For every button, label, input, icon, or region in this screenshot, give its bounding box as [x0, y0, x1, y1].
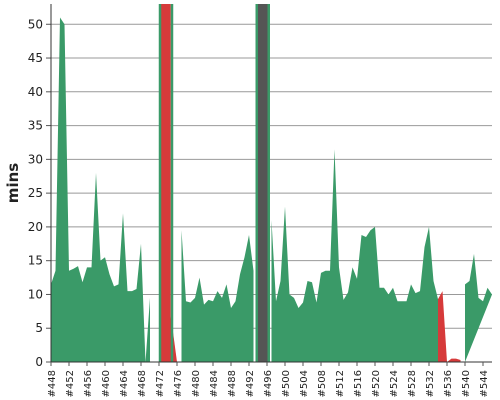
y-tick-label: 10 [28, 287, 43, 301]
x-tick-label: #480 [191, 370, 202, 397]
axes: mins 0 5 10 15 20 25 30 35 40 45 50 #448 #452 #456 #46… [4, 4, 492, 397]
series-areas [51, 17, 492, 363]
x-tick-label: #448 [47, 370, 58, 397]
x-tick-label: #540 [461, 370, 472, 397]
x-tick-label: #472 [155, 370, 166, 397]
x-tick-label: #452 [65, 370, 76, 397]
x-tick-label: #516 [353, 370, 364, 397]
marker-edge-right [170, 4, 174, 362]
x-tick-label: #468 [137, 370, 148, 397]
x-tick-label: #492 [245, 370, 256, 397]
x-tick-label: #524 [389, 370, 400, 397]
marker-band-aborted [257, 4, 268, 362]
y-tick-label: 25 [28, 186, 43, 200]
marker-band-failure [160, 4, 171, 362]
y-axis-title: mins [4, 163, 22, 203]
x-tick-label: #536 [443, 370, 454, 397]
marker-edge-left [158, 4, 162, 362]
y-tick-label: 35 [28, 119, 43, 133]
x-tick-label: #532 [425, 370, 436, 397]
x-tick-label: #484 [209, 370, 220, 397]
series-area-failure [438, 291, 461, 362]
x-tick-label: #456 [83, 370, 94, 397]
series-area-success [181, 230, 254, 362]
y-tick-label: 40 [28, 85, 43, 99]
y-tick-label: 50 [28, 17, 43, 31]
marker-edge-left [255, 4, 258, 362]
marker-edge-right [267, 4, 270, 362]
x-tick-label: #496 [263, 370, 274, 397]
series-area-success [465, 253, 492, 362]
x-tick-label: #528 [407, 370, 418, 397]
y-tick-label: 5 [35, 321, 43, 335]
x-tick-label: #520 [371, 370, 382, 397]
y-tick-label: 45 [28, 51, 43, 65]
y-tick-label: 15 [28, 254, 43, 268]
x-tick-label: #504 [299, 370, 310, 397]
x-tick-label: #488 [227, 370, 238, 397]
x-tick-label: #500 [281, 370, 292, 397]
y-tick-label: 20 [28, 220, 43, 234]
x-tick-label: #512 [335, 370, 346, 397]
x-tick-label: #544 [479, 370, 490, 397]
x-tick-label: #464 [119, 370, 130, 397]
x-tick-label: #460 [101, 370, 112, 397]
y-tick-label: 30 [28, 152, 43, 166]
y-tick-label: 0 [35, 355, 43, 369]
x-tick-label: #508 [317, 370, 328, 397]
build-markers [158, 4, 270, 362]
series-area-success [51, 17, 150, 363]
series-area-success [271, 149, 438, 362]
x-tick-label: #476 [173, 370, 184, 397]
